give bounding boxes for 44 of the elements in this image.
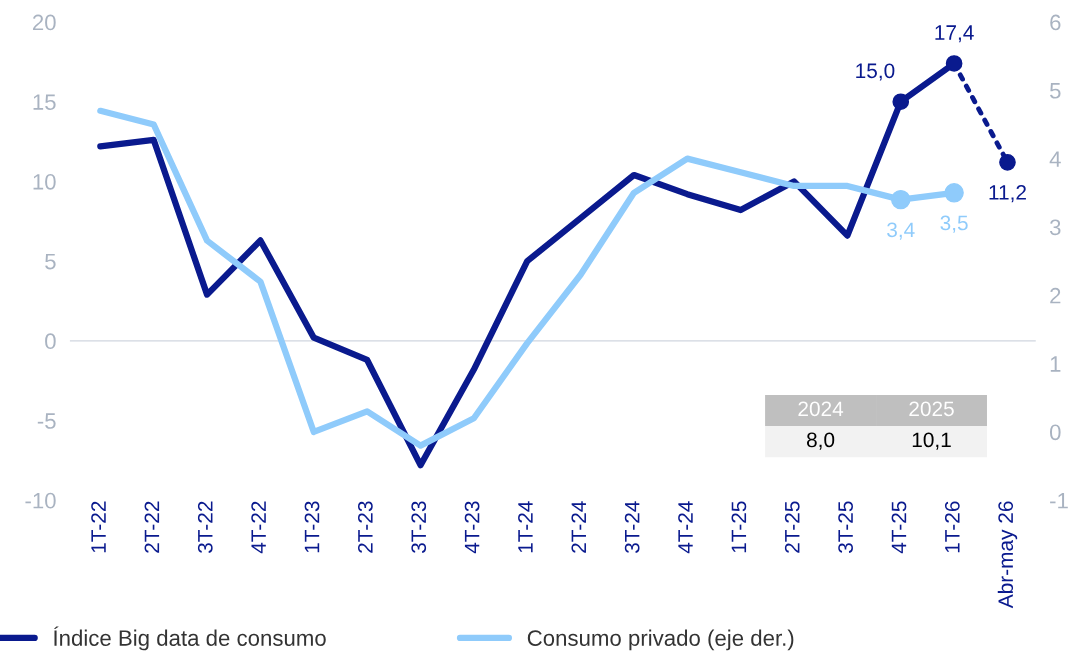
x-tick-label: 3T-24: [624, 501, 640, 554]
y-tick-label: 5: [45, 253, 56, 270]
y2-tick-label: 0: [1049, 424, 1061, 441]
x-tick-label: 2T-23: [357, 501, 373, 553]
annotation: 2025: [909, 401, 954, 417]
data-label: 11,2: [989, 185, 1026, 203]
y-tick-label: -10: [25, 492, 56, 509]
x-tick-label: 4T-22: [251, 501, 266, 554]
annotation: 10,1: [912, 432, 951, 450]
legend-label: Consumo privado (eje der.): [527, 629, 794, 651]
x-tick-label: 1T-26: [944, 501, 960, 553]
x-tick-label: 2T-25: [784, 501, 800, 553]
x-tick-label: 3T-23: [411, 501, 427, 554]
y-tick-label: -5: [37, 413, 56, 429]
y2-tick-label: 1: [1050, 356, 1061, 372]
x-tick-label: 1T-24: [518, 501, 533, 553]
data-label: 17,4: [935, 25, 974, 43]
y2-tick-label: 2: [1050, 287, 1061, 304]
x-tick-label: Abr-may 26: [997, 501, 1018, 609]
y2-tick-label: 3: [1049, 219, 1061, 236]
x-tick-label: 4T-23: [464, 501, 480, 554]
y2-tick-label: 5: [1050, 83, 1061, 99]
x-tick-label: 2T-24: [571, 501, 586, 553]
x-tick-label: 1T-25: [731, 501, 747, 553]
data-label: 15,0: [856, 63, 895, 81]
x-tick-label: 4T-25: [891, 501, 907, 554]
y2-tick-label: -1: [1050, 493, 1068, 509]
y-tick-label: 0: [45, 333, 56, 350]
data-label: 3,4: [887, 222, 915, 240]
x-tick-label: 4T-24: [678, 501, 693, 554]
x-tick-label: 1T-23: [304, 501, 320, 553]
y2-tick-label: 4: [1049, 151, 1061, 167]
y-tick-label: 20: [32, 14, 56, 31]
y-tick-label: 15: [33, 94, 56, 110]
legend-label: Índice Big data de consumo: [53, 626, 326, 651]
x-tick-label: 3T-22: [197, 501, 213, 554]
annotation: 2024: [798, 401, 844, 417]
x-tick-label: 1T-22: [91, 501, 106, 553]
y-tick-label: 10: [33, 173, 56, 190]
annotation: 8,0: [806, 432, 835, 450]
x-tick-label: 2T-22: [144, 501, 160, 553]
y2-tick-label: 6: [1050, 14, 1061, 31]
data-label: 3,5: [940, 215, 968, 233]
x-tick-label: 3T-25: [838, 501, 853, 554]
